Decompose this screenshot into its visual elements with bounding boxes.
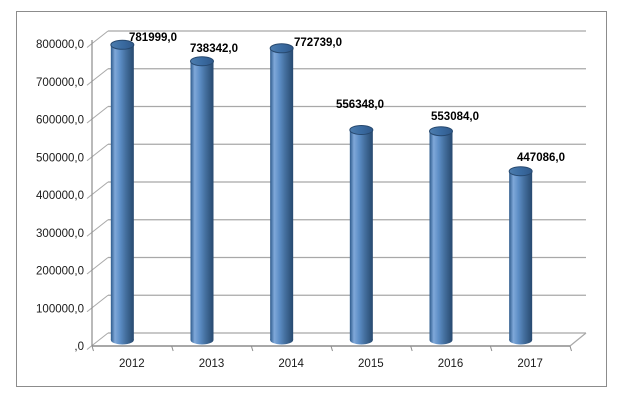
data-label-2015: 556348,0 [336, 99, 384, 111]
y-axis-tick-label: 600000,0 [36, 115, 84, 127]
y-tick-connector [86, 143, 109, 162]
x-axis-tick [330, 345, 333, 352]
y-tick-connector [86, 294, 109, 313]
x-axis-category-label: 2015 [358, 358, 384, 370]
bar-cylinder-2014 [269, 43, 294, 345]
data-label-2014: 772739,0 [294, 37, 342, 49]
bar-body [349, 129, 373, 340]
y-axis-tick-label: 200000,0 [36, 266, 84, 278]
bar-top-cap [429, 126, 453, 137]
y-tick-connector [86, 181, 109, 199]
data-label-2017: 447086,0 [517, 152, 565, 164]
bar-cylinder-2012 [110, 39, 135, 345]
bar-cylinder-2017 [508, 166, 533, 345]
y-axis-tick-label: 100000,0 [36, 303, 84, 315]
bar-top-cap [110, 39, 135, 50]
x-axis-tick [489, 345, 493, 352]
y-tick-connector [86, 30, 109, 48]
data-label-2016: 553084,0 [431, 111, 479, 123]
data-label-2012: 781999,0 [129, 32, 177, 44]
x-axis-tick [91, 345, 94, 352]
bar-body [509, 171, 533, 340]
bar-body [270, 48, 294, 341]
x-axis-category-label: 2017 [517, 358, 543, 370]
y-tick-connector [86, 219, 109, 237]
y-axis-tick-label: 500000,0 [36, 152, 84, 164]
axes [91, 40, 587, 352]
gridlines [86, 30, 586, 350]
y-tick-connector [86, 68, 109, 86]
bar-cylinder-2016 [429, 126, 453, 345]
x-axis-category-label: 2013 [199, 358, 225, 370]
labels: ,0 100000,0 200000,0 300000,0 400000,0 500000… [36, 32, 565, 370]
bar-body [110, 44, 134, 340]
x-axis-tick [569, 345, 572, 352]
bar-cylinder-2013 [190, 56, 214, 345]
bar-body [429, 131, 453, 340]
data-label-2013: 738342,0 [190, 43, 238, 55]
y-tick-connector [86, 332, 109, 350]
y-axis-tick-label: 400000,0 [36, 190, 84, 202]
x-axis-tick [171, 345, 174, 352]
y-axis-tick-label: 700000,0 [36, 77, 84, 89]
bar-top-cap [508, 166, 533, 177]
bars [110, 39, 533, 345]
y-tick-connector [86, 257, 109, 275]
x-axis-category-label: 2014 [278, 358, 304, 370]
x-axis-category-label: 2012 [119, 358, 145, 370]
x-axis-tick [250, 345, 254, 352]
bar-top-cap [190, 56, 214, 67]
floor-right-edge [569, 332, 587, 347]
bar-top-cap [269, 43, 294, 54]
y-axis-tick-label: 800000,0 [36, 39, 84, 51]
bar-body [190, 61, 214, 341]
y-tick-connector [86, 106, 109, 124]
x-axis-category-label: 2016 [438, 358, 464, 370]
y-axis-tick-label: ,0 [74, 341, 84, 353]
y-axis-tick-label: 300000,0 [36, 228, 84, 240]
bar-cylinder-2015 [349, 124, 374, 345]
bar-top-cap [349, 124, 374, 135]
x-axis-tick [410, 345, 413, 352]
